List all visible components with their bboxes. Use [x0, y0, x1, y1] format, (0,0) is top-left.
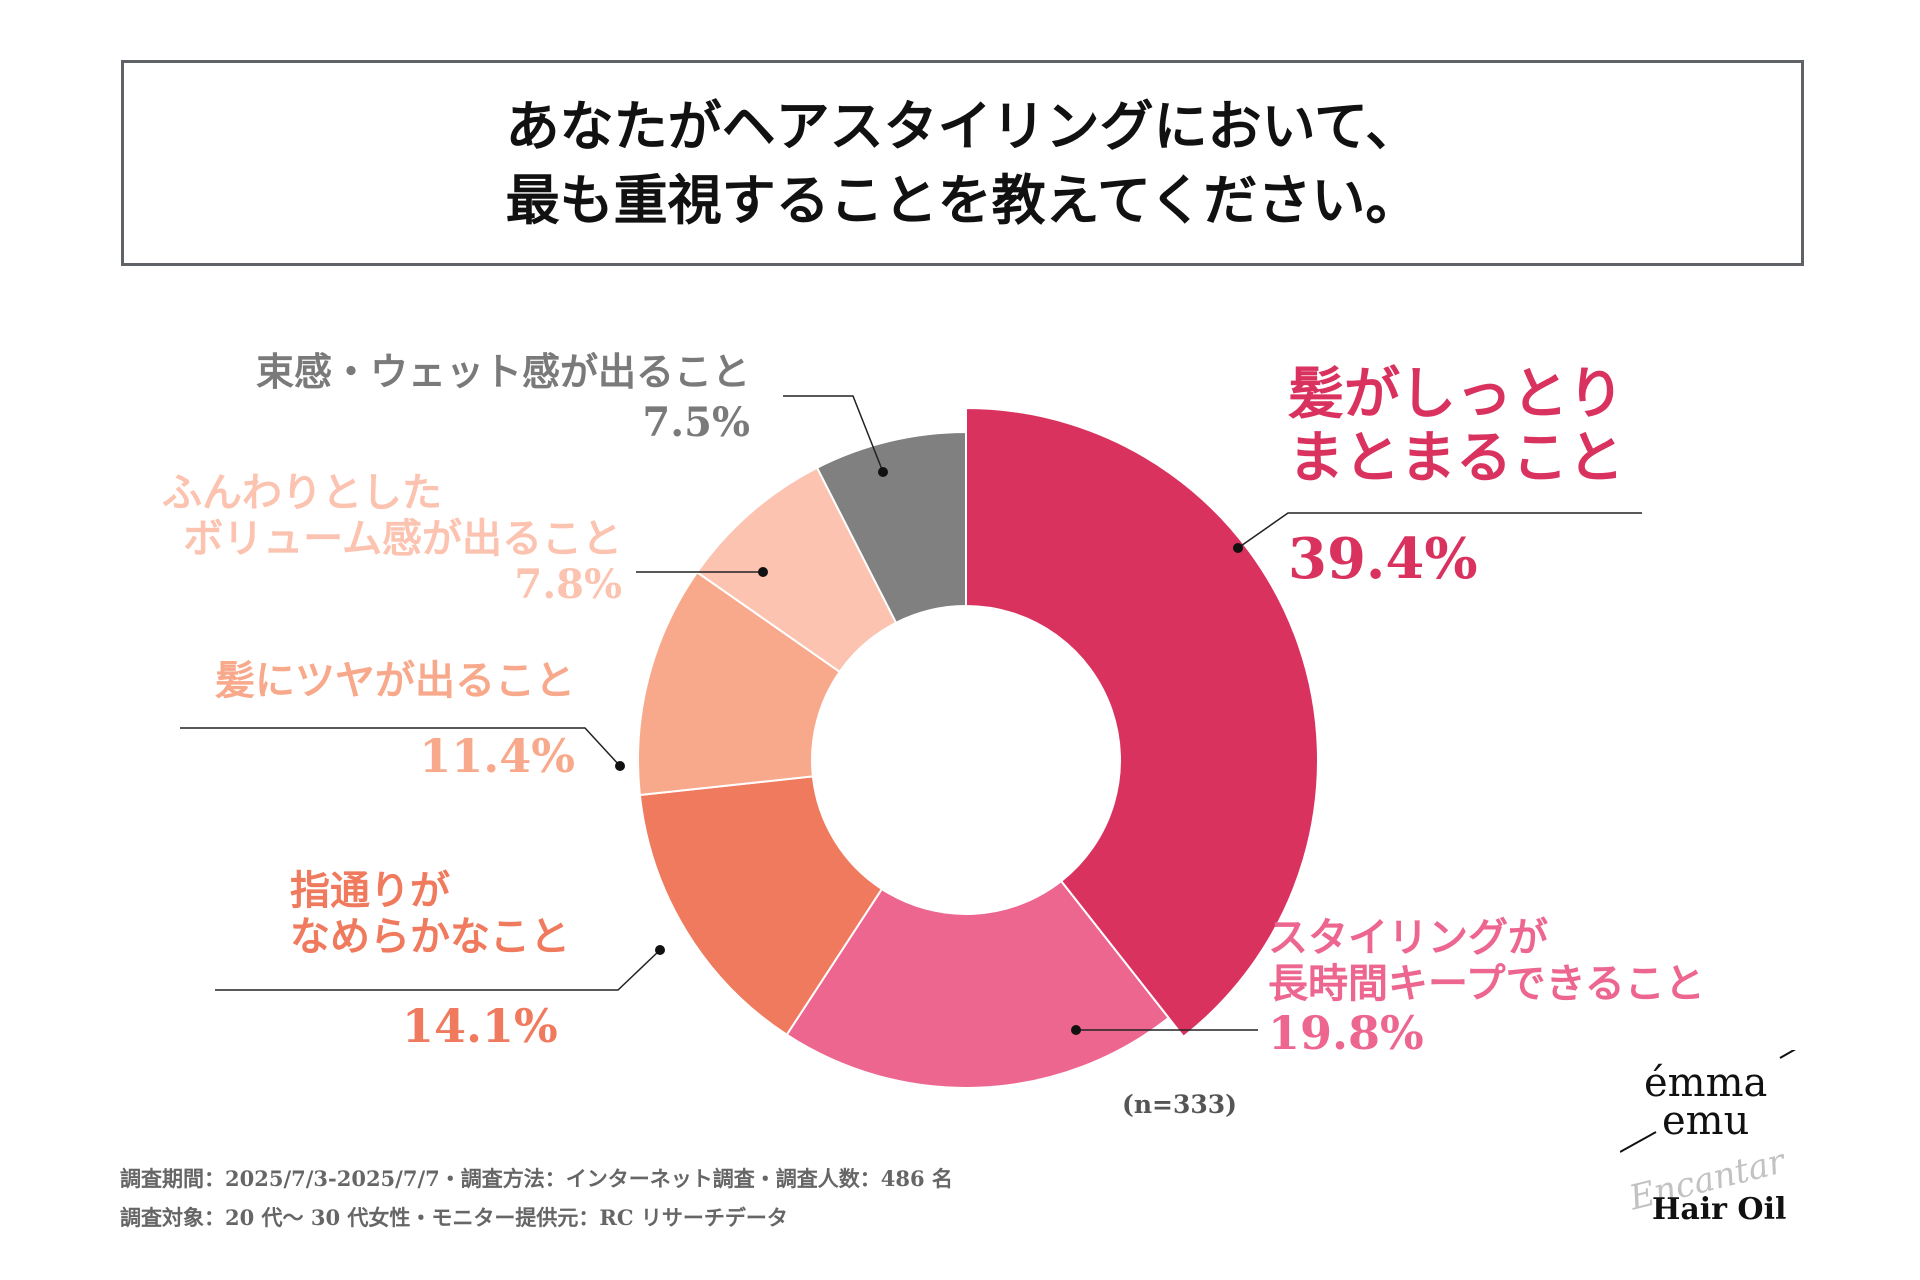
- leader-line-0: [1237, 512, 1642, 549]
- title-box: あなたがヘアスタイリングにおいて、 最も重視することを教えてください。: [121, 60, 1804, 266]
- logo-brand-line-1: émma: [1644, 1060, 1768, 1106]
- title-line-2: 最も重視することを教えてください。: [505, 168, 1420, 232]
- slice-label-0: 髪がしっとり まとまること 39.4%: [1288, 361, 1624, 592]
- donut-slices: [637, 406, 1319, 1089]
- leader-dot-5: [878, 467, 888, 477]
- slice-label-1-line-2: 長時間キープできること: [1268, 960, 1705, 1007]
- leader-lines: [180, 395, 1642, 1035]
- slice-label-5: 束感・ウェット感が出ること 7.5%: [150, 350, 750, 446]
- slice-label-0-line-2: まとまること: [1288, 425, 1624, 492]
- sample-size-label: (n=333): [1122, 1090, 1237, 1119]
- slice-value-1: 19.8%: [1268, 1006, 1424, 1060]
- slice-label-5-line-1: 束感・ウェット感が出ること: [255, 349, 750, 394]
- slice-label-4-line-2: ボリューム感が出ること: [183, 515, 622, 562]
- slice-value-2: 14.1%: [402, 999, 558, 1053]
- slice-label-1: スタイリングが 長時間キープできること 19.8%: [1268, 915, 1705, 1060]
- slice-label-3: 髪にツヤが出ること 11.4%: [190, 658, 575, 783]
- slice-value-0: 39.4%: [1288, 525, 1478, 592]
- logo-brand-line-2: emu: [1662, 1098, 1750, 1144]
- slice-label-4: ふんわりとした ボリューム感が出ること 7.8%: [150, 470, 622, 608]
- slice-value-3: 11.4%: [419, 729, 575, 783]
- slice-value-5: 7.5%: [642, 398, 750, 446]
- slice-label-1-line-1: スタイリングが: [1268, 914, 1548, 961]
- slice-3: [637, 570, 842, 797]
- leader-dot-3: [615, 761, 625, 771]
- leader-line-5: [783, 395, 884, 473]
- slice-label-2: 指通りが なめらかなこと 14.1%: [290, 868, 570, 1053]
- slice-0: [965, 406, 1319, 1039]
- slice-2: [638, 775, 884, 1037]
- footnote-line-1: 調査期間：2025/7/3-2025/7/7・調査方法：インターネット調査・調査…: [120, 1166, 953, 1191]
- slice-value-4: 7.8%: [514, 561, 622, 608]
- footnote-line-2: 調査対象：20 代〜 30 代女性・モニター提供元：RC リサーチデータ: [120, 1205, 788, 1230]
- slice-5: [815, 430, 967, 625]
- leader-dot-0: [1233, 543, 1243, 553]
- logo-product: Hair Oil: [1652, 1192, 1787, 1227]
- logo-slash-lines: [1620, 1050, 1797, 1153]
- leader-line-3: [180, 727, 621, 767]
- title-line-1: あなたがヘアスタイリングにおいて、: [505, 94, 1420, 158]
- slice-label-0-line-1: 髪がしっとり: [1288, 361, 1624, 427]
- slice-1: [785, 879, 1171, 1089]
- slice-label-4-line-1: ふんわりとした: [162, 469, 442, 516]
- leader-dot-4: [758, 567, 768, 577]
- leader-dot-1: [1071, 1025, 1081, 1035]
- slice-label-2-line-2: なめらかなこと: [290, 913, 570, 960]
- leader-line-2: [215, 949, 661, 991]
- brand-logo: émma emu Encantar Hair Oil: [1620, 1050, 1820, 1230]
- slice-label-2-line-1: 指通りが: [290, 867, 450, 914]
- leader-dot-2: [655, 945, 665, 955]
- slice-label-3-line-1: 髪にツヤが出ること: [215, 657, 575, 704]
